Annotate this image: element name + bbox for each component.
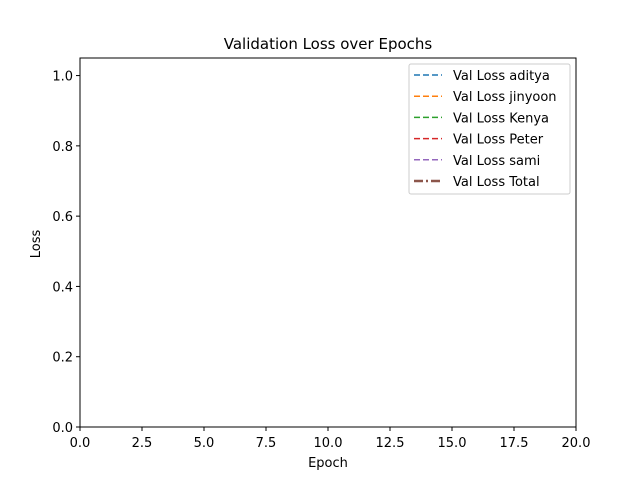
x-tick-label: 15.0 bbox=[438, 436, 467, 451]
legend: Val Loss aditya Val Loss jinyoon Val Loss … bbox=[408, 63, 571, 195]
legend-label: Val Loss jinyoon bbox=[453, 90, 557, 105]
y-tick-label: 0.6 bbox=[52, 210, 73, 225]
x-tick-label: 5.0 bbox=[194, 436, 215, 451]
chart-title: Validation Loss over Epochs bbox=[224, 35, 433, 53]
y-tick-label: 0.2 bbox=[52, 351, 73, 366]
x-tick-label: 17.5 bbox=[500, 436, 529, 451]
y-tick-label: 0.0 bbox=[52, 421, 73, 436]
y-tick-label: 1.0 bbox=[52, 70, 73, 85]
x-tick-label: 10.0 bbox=[314, 436, 343, 451]
x-tick-label: 20.0 bbox=[562, 436, 591, 451]
axis-ticks: 0.0 2.5 5.0 7.5 10.0 12.5 15.0 17.5 20.0 0.0 0.2 0.… bbox=[52, 70, 590, 451]
y-axis-label: Loss bbox=[29, 230, 44, 259]
legend-label: Val Loss Kenya bbox=[453, 111, 549, 126]
x-axis-label: Epoch bbox=[308, 456, 348, 471]
legend-box bbox=[408, 63, 571, 195]
legend-label: Val Loss sami bbox=[453, 154, 540, 169]
x-tick-label: 7.5 bbox=[256, 436, 277, 451]
x-tick-label: 12.5 bbox=[376, 436, 405, 451]
legend-label: Val Loss Total bbox=[453, 175, 540, 190]
legend-label: Val Loss Peter bbox=[453, 133, 544, 148]
x-tick-label: 2.5 bbox=[132, 436, 153, 451]
legend-label: Val Loss aditya bbox=[453, 69, 550, 84]
y-tick-label: 0.8 bbox=[52, 140, 73, 155]
x-tick-label: 0.0 bbox=[70, 436, 91, 451]
y-tick-label: 0.4 bbox=[52, 280, 73, 295]
